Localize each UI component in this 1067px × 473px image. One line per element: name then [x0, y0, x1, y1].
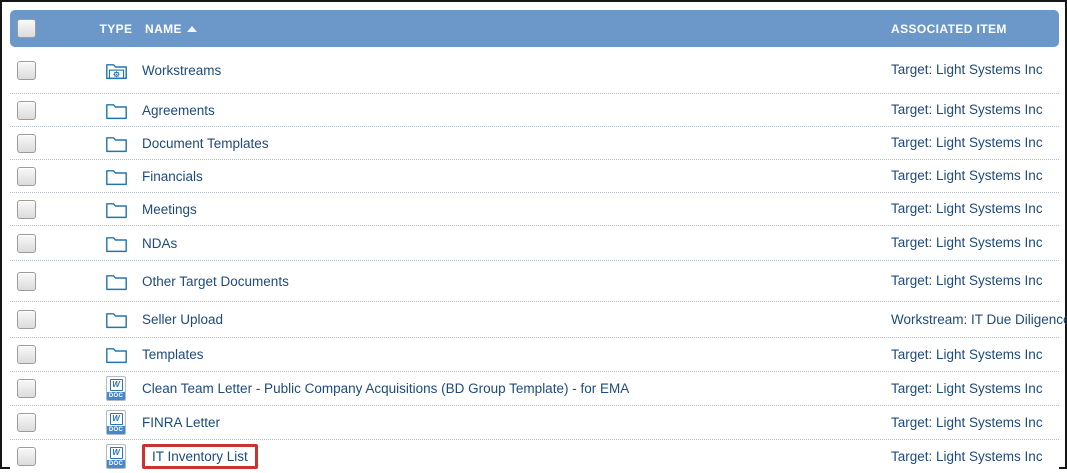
row-checkbox[interactable]	[17, 100, 36, 120]
word-document-icon: W DOC	[106, 376, 126, 401]
word-w-glyph: W	[109, 447, 123, 459]
folder-icon	[105, 274, 127, 290]
folder-icon	[105, 202, 127, 218]
row-name-link[interactable]: NDAs	[142, 235, 178, 251]
row-name-link[interactable]: Clean Team Letter - Public Company Acqui…	[142, 381, 630, 396]
doc-label: DOC	[107, 460, 125, 468]
row-checkbox[interactable]	[17, 379, 36, 398]
row-name-link[interactable]: Meetings	[142, 201, 197, 217]
row-associated-item: Target: Light Systems Inc	[891, 62, 1043, 77]
sort-asc-icon	[186, 26, 197, 32]
table-row: W DOC Clean Team Letter - Public Company…	[10, 372, 1059, 406]
folder-icon	[105, 313, 127, 329]
header-checkbox-cell	[10, 19, 90, 38]
row-associated-item: Target: Light Systems Inc	[891, 235, 1043, 250]
table-row: W DOC Financials Target: Light Systems I…	[10, 160, 1059, 193]
workstream-folder-icon	[105, 63, 127, 79]
table-row: W DOC Workstreams Target: Light Systems …	[10, 47, 1059, 94]
column-header-name-label: NAME	[145, 21, 182, 36]
folder-icon	[105, 169, 127, 185]
table-row: W DOC Document Templates Target: Light S…	[10, 127, 1059, 160]
table-row: W DOC Seller Upload Workstream: IT Due D…	[10, 302, 1067, 338]
row-name-link[interactable]: Other Target Documents	[142, 273, 289, 289]
row-associated-item: Target: Light Systems Inc	[891, 380, 1043, 396]
table-body: W DOC Workstreams Target: Light Systems …	[10, 47, 1067, 473]
row-associated-item: Target: Light Systems Inc	[891, 201, 1043, 216]
column-header-type[interactable]: TYPE	[99, 21, 133, 36]
doc-label: DOC	[107, 392, 125, 400]
row-associated-item: Target: Light Systems Inc	[891, 346, 1043, 362]
row-checkbox[interactable]	[17, 271, 36, 291]
row-checkbox[interactable]	[17, 166, 36, 186]
table-row: W DOC Agreements Target: Light Systems I…	[10, 94, 1059, 127]
word-document-icon: W DOC	[106, 444, 126, 469]
column-header-name[interactable]: NAME	[142, 22, 891, 36]
row-checkbox[interactable]	[17, 60, 36, 80]
word-w-glyph: W	[109, 379, 123, 391]
document-table: TYPE NAME ASSOCIATED ITEM	[10, 10, 1067, 473]
row-name-link[interactable]: Agreements	[142, 102, 215, 118]
row-associated-item: Workstream: IT Due Diligence	[891, 311, 1067, 327]
row-checkbox[interactable]	[17, 447, 36, 466]
table-header: TYPE NAME ASSOCIATED ITEM	[10, 10, 1059, 47]
folder-icon	[105, 236, 127, 252]
row-checkbox[interactable]	[17, 233, 36, 253]
table-row: W DOC Meetings Target: Light Systems Inc	[10, 193, 1059, 226]
table-row: W DOC NDAs Target: Light Systems Inc	[10, 226, 1059, 261]
row-name-link[interactable]: Templates	[142, 347, 204, 362]
row-name-link[interactable]: Document Templates	[142, 135, 269, 151]
table-row: W DOC Other Target Documents Target: Lig…	[10, 261, 1059, 302]
row-associated-item: Target: Light Systems Inc	[891, 273, 1043, 288]
doc-label: DOC	[107, 426, 125, 434]
row-checkbox[interactable]	[17, 199, 36, 219]
row-checkbox[interactable]	[17, 310, 36, 329]
row-checkbox[interactable]	[17, 133, 36, 153]
row-name-link[interactable]: FINRA Letter	[142, 415, 221, 430]
row-checkbox[interactable]	[17, 345, 36, 364]
row-name-link[interactable]: Workstreams	[142, 62, 222, 78]
row-name-link[interactable]: Seller Upload	[142, 312, 224, 327]
word-w-glyph: W	[109, 413, 123, 425]
row-associated-item: Target: Light Systems Inc	[891, 414, 1043, 430]
row-associated-item: Target: Light Systems Inc	[891, 448, 1043, 464]
folder-icon	[105, 103, 127, 119]
row-associated-item: Target: Light Systems Inc	[891, 102, 1043, 117]
row-associated-item: Target: Light Systems Inc	[891, 135, 1043, 150]
table-row: W DOC FINRA Letter Target: Light Systems…	[10, 406, 1059, 440]
row-checkbox[interactable]	[17, 413, 36, 432]
gear-icon	[113, 70, 119, 77]
row-name-link[interactable]: Financials	[142, 168, 203, 184]
table-row: W DOC IT Inventory List Target: Light Sy…	[10, 440, 1059, 473]
folder-icon	[105, 136, 127, 152]
word-document-icon: W DOC	[106, 410, 126, 435]
row-associated-item: Target: Light Systems Inc	[891, 168, 1043, 183]
column-header-associated-item[interactable]: ASSOCIATED ITEM	[891, 21, 1007, 36]
row-name-link[interactable]: IT Inventory List	[142, 444, 258, 469]
select-all-checkbox[interactable]	[17, 19, 36, 38]
table-row: W DOC Templates Target: Light Systems In…	[10, 338, 1059, 372]
folder-icon	[105, 348, 127, 364]
